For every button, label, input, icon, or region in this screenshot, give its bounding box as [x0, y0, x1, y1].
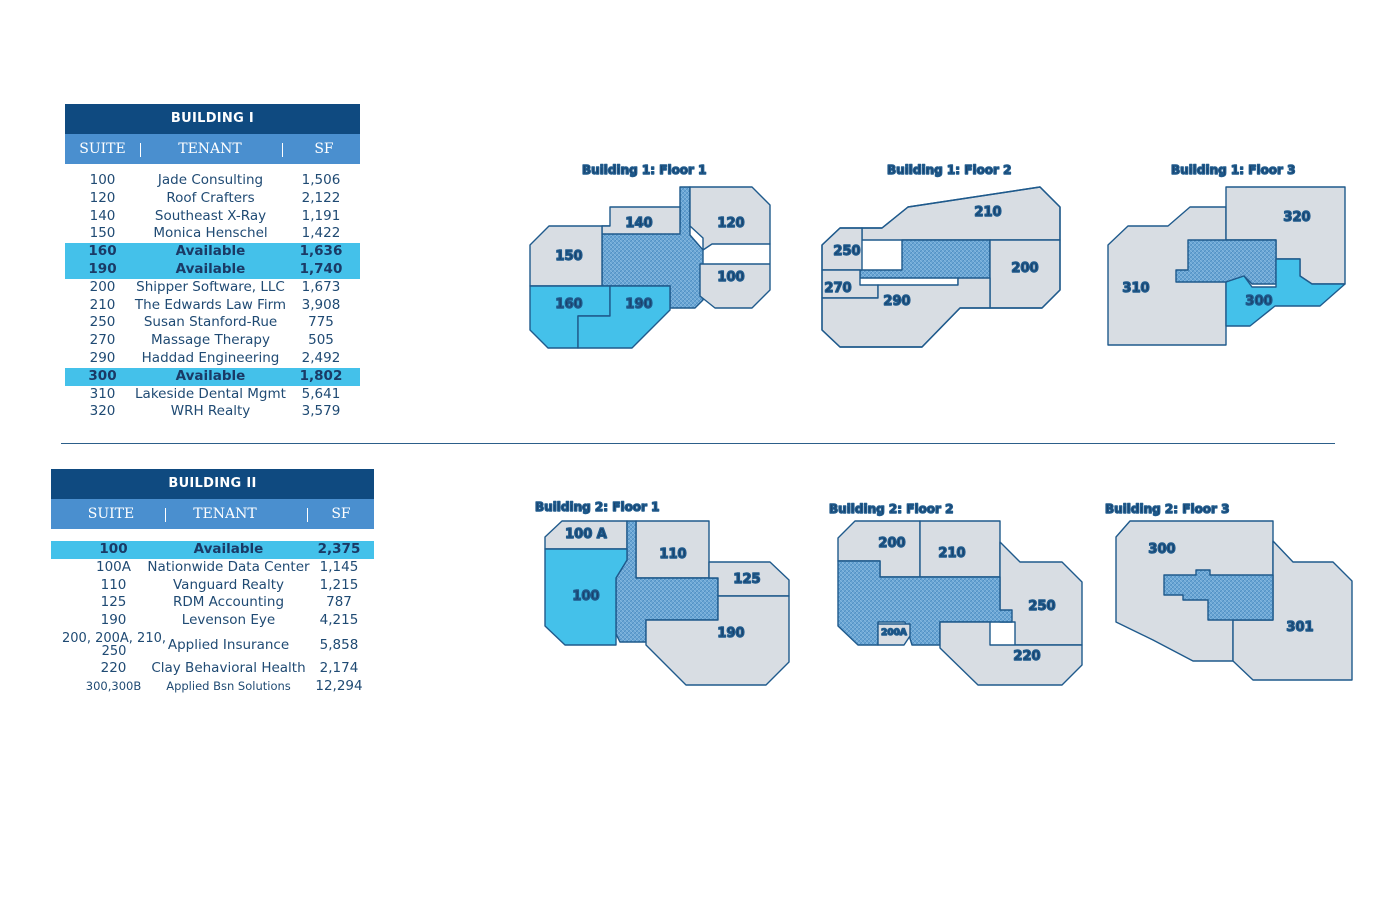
- suite-190: [645, 595, 790, 686]
- suite-label: 200A: [881, 628, 907, 638]
- suite-label: 100: [572, 589, 599, 604]
- header-separator: [165, 508, 166, 522]
- suite-label: 190: [625, 297, 652, 312]
- table-row-available: 160 Available 1,636: [65, 243, 360, 261]
- floor-title: Building 1: Floor 1: [582, 163, 707, 177]
- suite-190: [577, 285, 671, 349]
- suite-label: 120: [717, 216, 744, 231]
- suite-label: 200: [1011, 261, 1038, 276]
- suite-label: 110: [659, 547, 686, 562]
- table-row: 110 Vanguard Realty 1,215: [100, 576, 359, 593]
- building-1-rows: 100 Jade Consulting 1,506 120 Roof Crafters…: [65, 172, 360, 421]
- suite-300: [1225, 258, 1346, 327]
- sf-header: SF: [331, 506, 351, 522]
- section-divider: [61, 443, 1335, 444]
- building-1-header: SUITE TENANT SF: [65, 134, 360, 164]
- header-separator: [307, 508, 308, 522]
- table-row: 310 Lakeside Dental Mgmt 5,641: [89, 385, 341, 402]
- sf-header: SF: [314, 141, 334, 157]
- building-2-header: SUITE TENANT SF: [51, 499, 374, 529]
- table-row-available: 300 Available 1,802: [65, 367, 360, 386]
- suite-label: 250: [833, 244, 860, 259]
- suite-label: 200: [878, 536, 905, 551]
- suite-label: 220: [1013, 649, 1040, 664]
- suite-label: 190: [717, 626, 744, 641]
- table-row-available: 190 Available 1,740: [65, 260, 360, 279]
- suite-250: [999, 541, 1083, 646]
- common-area: [1175, 239, 1277, 285]
- floor-title: Building 1: Floor 3: [1171, 163, 1296, 177]
- suite-label: 310: [1122, 281, 1149, 296]
- building-outline: [821, 186, 1061, 348]
- table-row: 120 Roof Crafters 2,122: [89, 189, 341, 206]
- suite-label: 300: [1148, 542, 1175, 557]
- building-2-title: BUILDING II: [51, 469, 374, 499]
- table-row: 125 RDM Accounting 787: [100, 594, 352, 611]
- table-row: 200, 200A, 210, 250 Applied Insurance 5,85…: [62, 630, 359, 659]
- suite-label: 100: [717, 270, 744, 285]
- suite-100: [699, 243, 771, 309]
- suite-label: 100 A: [565, 527, 607, 542]
- table-row: 320 WRH Realty 3,579: [89, 403, 341, 420]
- suite-label: 210: [938, 546, 965, 561]
- floor-title: Building 2: Floor 3: [1105, 502, 1230, 516]
- suite-label: 210: [974, 205, 1001, 220]
- building-1-title: BUILDING I: [65, 104, 360, 134]
- table-row: 200 Shipper Software, LLC 1,673: [89, 278, 341, 295]
- table-row: 190 Levenson Eye 4,215: [100, 612, 359, 629]
- table-row: 210 The Edwards Law Firm 3,908: [89, 296, 341, 313]
- suite-100: [544, 548, 628, 646]
- header-separator: [140, 143, 141, 157]
- table-row: 270 Massage Therapy 505: [89, 332, 334, 349]
- suite-label: 290: [883, 294, 910, 309]
- suite-label: 160: [555, 297, 582, 312]
- suite-label: 140: [625, 216, 652, 231]
- table-row: 150 Monica Henschel 1,422: [89, 225, 341, 242]
- suite-header: SUITE: [87, 506, 135, 522]
- suite-label: 250: [1028, 599, 1055, 614]
- table-row: 290 Haddad Engineering 2,492: [89, 349, 341, 366]
- suite-label: 150: [555, 249, 582, 264]
- common-area: [1163, 569, 1274, 621]
- suite-label: 300: [1245, 294, 1272, 309]
- header-separator: [282, 143, 283, 157]
- floor-title: Building 1: Floor 2: [887, 163, 1012, 177]
- suite-200a: [877, 623, 911, 646]
- table-row-available: 100 Available 2,375: [51, 541, 374, 559]
- suite-label: 301: [1286, 620, 1313, 635]
- tenant-header: TENANT: [178, 141, 242, 157]
- table-row: 220 Clay Behavioral Health 2,174: [100, 659, 359, 676]
- suite-label: 270: [824, 281, 851, 296]
- floor-title: Building 2: Floor 1: [535, 500, 660, 514]
- building-2-rows: 100 Available 2,375 100A Nationwide Data Ce…: [51, 541, 374, 696]
- table-row: 140 Southeast X-Ray 1,191: [89, 207, 341, 224]
- floor-title: Building 2: Floor 2: [829, 502, 954, 516]
- suite-120: [689, 186, 771, 251]
- building-2-table: BUILDING II SUITE TENANT SF 100 Available…: [51, 469, 374, 696]
- table-row: 100 Jade Consulting 1,506: [89, 172, 341, 188]
- suite-label: 320: [1283, 210, 1310, 225]
- tenant-header: TENANT: [193, 506, 257, 522]
- table-row: 300,300B Applied Bsn Solutions 12,294: [85, 677, 363, 694]
- table-row: 250 Susan Stanford-Rue 775: [89, 314, 334, 331]
- suite-220: [939, 621, 1083, 686]
- building-1-table: BUILDING I SUITE TENANT SF 100 Jade Consu…: [65, 104, 360, 421]
- table-row: 100A Nationwide Data Center 1,145: [95, 558, 359, 575]
- suite-210: [861, 186, 1061, 241]
- suite-header: SUITE: [79, 141, 126, 157]
- suite-label: 125: [733, 572, 760, 587]
